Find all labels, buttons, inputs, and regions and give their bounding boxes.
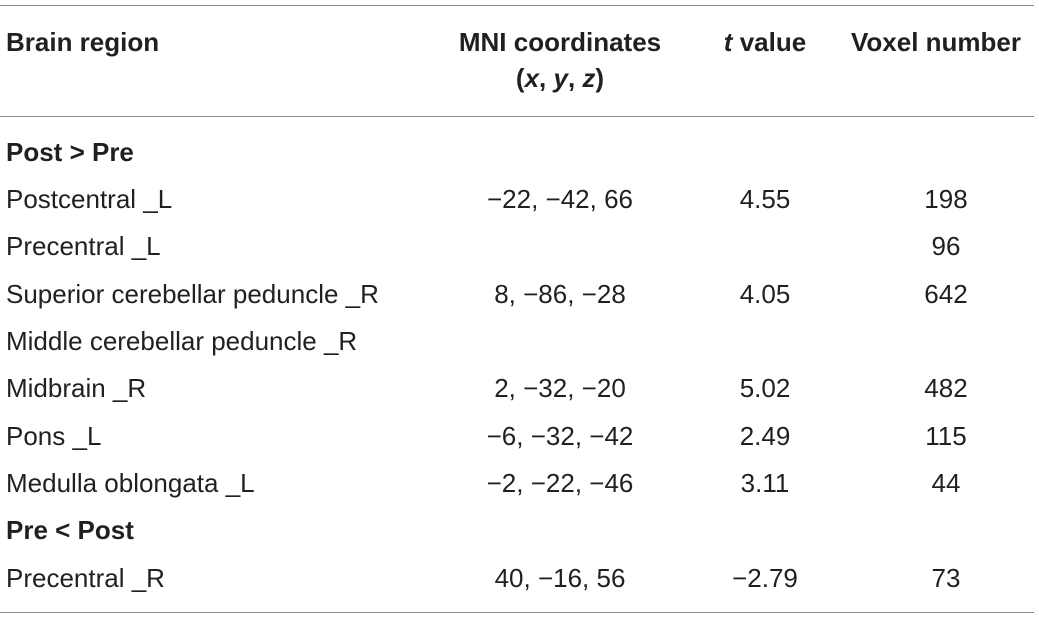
- cell-region: Postcentral _L: [6, 184, 173, 214]
- section-row-pre-post: Pre < Post: [0, 510, 1039, 550]
- header-voxel-number: Voxel number: [850, 27, 1021, 57]
- header-brain-region: Brain region: [6, 27, 160, 57]
- cell-region: Precentral _L: [6, 231, 161, 261]
- cell-voxels: 642: [924, 279, 968, 309]
- cell-t-value: 4.05: [739, 279, 791, 309]
- cell-coords: 2, −32, −20: [494, 373, 626, 403]
- header-mni-open: (: [515, 63, 525, 93]
- cell-t-value: 5.02: [739, 373, 791, 403]
- cell-voxels: 73: [931, 563, 961, 593]
- header-mni-z: z: [582, 63, 596, 93]
- cell-region: Precentral _R: [6, 563, 165, 593]
- table-row: Pons _L −6, −32, −42 2.49 115: [0, 416, 1039, 456]
- cell-t-value: −2.79: [732, 563, 798, 593]
- table-row: Middle cerebellar peduncle _R: [0, 321, 1039, 361]
- cell-coords: 8, −86, −28: [494, 279, 626, 309]
- table-row: Superior cerebellar peduncle _R 8, −86, …: [0, 274, 1039, 314]
- cell-voxels: 44: [931, 468, 961, 498]
- cell-coords: −2, −22, −46: [486, 468, 634, 498]
- header-mni-line1: MNI coordinates: [458, 27, 662, 57]
- cell-region: Middle cerebellar peduncle _R: [6, 326, 358, 356]
- table-row: Precentral _R 40, −16, 56 −2.79 73: [0, 558, 1039, 598]
- cell-region: Superior cerebellar peduncle _R: [6, 279, 379, 309]
- table-top-rule: [0, 5, 1034, 6]
- header-mni-coordinates: MNI coordinates (x, y, z): [440, 24, 680, 96]
- cell-region: Medulla oblongata _L: [6, 468, 255, 498]
- table-row: Midbrain _R 2, −32, −20 5.02 482: [0, 368, 1039, 408]
- header-mni-sep1: ,: [539, 63, 554, 93]
- cell-coords: −22, −42, 66: [486, 184, 634, 214]
- table-bottom-rule: [0, 612, 1034, 613]
- table-header-rule: [0, 116, 1034, 117]
- table-row: Medulla oblongata _L −2, −22, −46 3.11 4…: [0, 463, 1039, 503]
- cell-t-value: 3.11: [740, 468, 790, 498]
- header-mni-line2: (x, y, z): [440, 60, 680, 96]
- cell-voxels: 482: [924, 373, 968, 403]
- header-t-rest: value: [732, 27, 807, 57]
- cell-region: Pons _L: [6, 421, 102, 451]
- cell-voxels: 115: [925, 421, 967, 451]
- header-mni-y: y: [553, 63, 568, 93]
- cell-coords: 40, −16, 56: [494, 563, 626, 593]
- header-mni-sep2: ,: [567, 63, 583, 93]
- header-t-value: t value: [700, 24, 830, 60]
- cell-t-value: 4.55: [739, 184, 791, 214]
- table-row: Postcentral _L −22, −42, 66 4.55 198: [0, 179, 1039, 219]
- section-row-post-pre: Post > Pre: [0, 132, 1039, 172]
- cell-region: Post > Pre: [6, 137, 134, 167]
- cell-coords: −6, −32, −42: [486, 421, 634, 451]
- header-mni-x: x: [524, 63, 540, 93]
- cell-voxels: 96: [931, 231, 961, 261]
- header-mni-close: ): [595, 63, 605, 93]
- cell-region: Pre < Post: [6, 515, 134, 545]
- table-row: Precentral _L 96: [0, 226, 1039, 266]
- cell-t-value: 2.49: [739, 421, 791, 451]
- cell-voxels: 198: [924, 184, 968, 214]
- header-t-italic: t: [723, 27, 733, 57]
- cell-region: Midbrain _R: [6, 373, 147, 403]
